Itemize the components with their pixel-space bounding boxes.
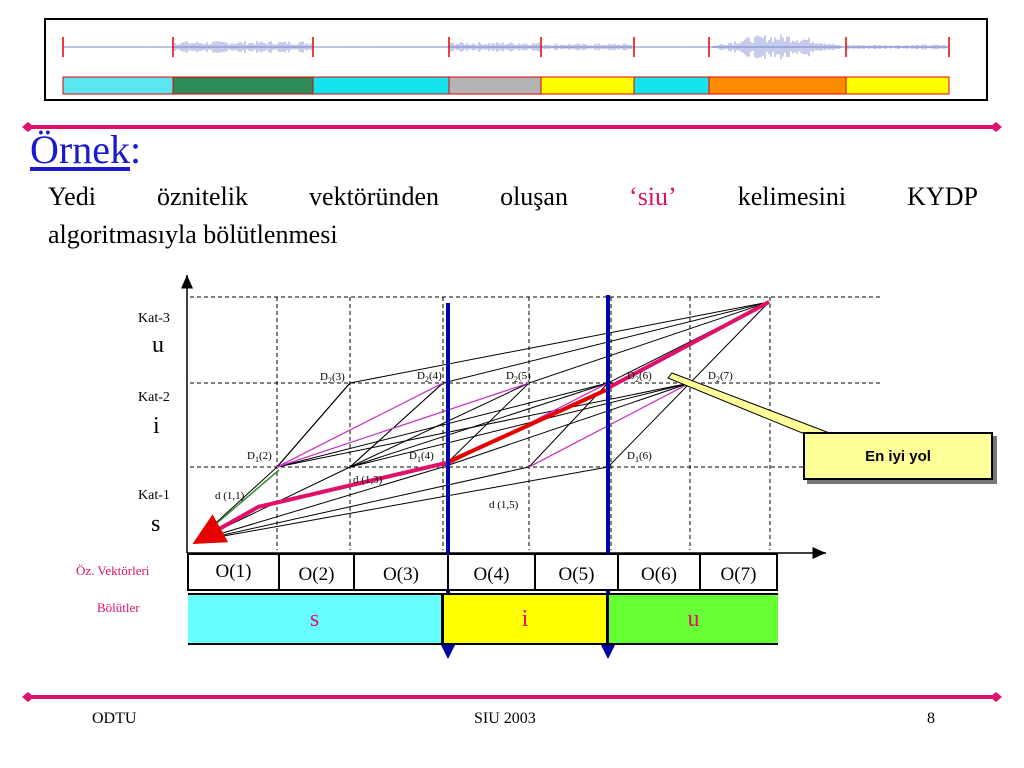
node-label-d2-4: D2(4) [417,370,442,384]
footer-diamond-right [990,692,1002,702]
dist-label-d13: d (1,3) [353,474,383,486]
node-label-d2-7: D2(7) [708,370,733,384]
waveform-signal [62,34,950,60]
dist-label-d15: d (1,5) [489,499,519,511]
dist-label-d11: d (1,1) [215,490,245,502]
path-edge [349,382,691,468]
body-line-1: Yedi öznitelik vektöründen oluşan ‘siu’ … [48,178,978,216]
node-label-d2-6: D2(6) [627,370,652,384]
body-word: vektöründen [309,182,440,211]
best-path-segment [257,461,447,509]
best-path-segment [607,300,770,390]
node-label-d1-6: D1(6) [627,450,652,464]
level-letter-i: i [153,413,160,439]
level-label-kat2: Kat-2 [138,390,170,405]
segment-letter: u [687,605,700,632]
path-edge [442,382,691,468]
path-edge [607,382,691,468]
node-label-d2-5: D2(5) [506,370,531,384]
level-letter-u: u [152,332,164,358]
path-edge [276,382,444,468]
path-edge [276,382,530,468]
footer-diamond-left [22,692,34,702]
path-edge [349,382,444,468]
node-label-d2-3: D2(3) [320,371,345,385]
node-label-d1-4: D1(4) [409,450,434,464]
path-edge [349,382,609,468]
segment-cell-u: u [609,595,778,643]
level-label-kat3: Kat-3 [138,311,170,326]
body-word-highlight: ‘siu’ [629,182,677,211]
path-edge [349,382,530,468]
body-word: öznitelik [157,182,248,211]
path-edge [195,466,530,542]
vector-cell: O(3) [355,555,449,589]
diagram-axes [181,275,826,559]
level-letter-s: s [151,511,160,537]
path-edge [689,301,770,384]
vector-cell: O(4) [449,555,536,589]
body-word: oluşan [500,182,568,211]
path-edge [195,466,609,542]
vector-cell: O(1) [189,555,280,589]
segment-letter: s [309,605,320,632]
segment-row: s i u [188,593,778,645]
vector-cell: O(7) [720,564,757,585]
best-path-segment [447,388,607,464]
feature-vector-row: O(1) O(2) O(3) O(4) O(5) O(6) O(7) [187,553,778,591]
candidate-path-edges [195,301,770,542]
vector-cell: O(2) [280,555,355,589]
slide-body-text: Yedi öznitelik vektöründen oluşan ‘siu’ … [48,178,978,254]
path-edge [195,466,444,542]
body-word: KYDP [907,182,978,211]
vector-cell: O(6) [619,555,701,589]
row-label-vectors: Öz. Vektörleri [76,563,150,578]
slide-title-word: Örnek [30,127,130,172]
path-edge [276,382,691,468]
best-path-callout: En iyi yol [803,432,993,480]
slide-title-colon: : [129,127,142,172]
footer-center: SIU 2003 [474,710,536,727]
waveform-panel [44,18,988,101]
segment-letter: i [521,605,529,632]
path-edge [528,301,770,384]
slide-title: Örnek: [30,128,141,172]
level-label-kat1: Kat-1 [138,488,170,503]
vector-cell: O(5) [536,555,619,589]
path-edge [276,382,609,468]
node-label-d1-2: D1(2) [247,450,272,464]
separator-diamond-left [22,122,34,132]
segment-color-strip [62,76,950,95]
body-word: Yedi [48,182,96,211]
path-edge [442,382,530,468]
segment-cell-s: s [188,595,444,643]
waveform-svg [62,34,950,95]
footer-left: ODTU [92,710,137,727]
best-path-start-arrow [192,504,261,544]
row-label-segments: Bölütler [97,600,140,615]
body-line-2: algoritmasıyla bölütlenmesi [48,220,338,249]
footer-page-number: 8 [927,710,935,727]
path-edge [276,382,351,468]
path-edge [349,301,770,384]
segment-cell-i: i [444,595,609,643]
segment-color-block [845,76,950,95]
body-word: kelimesini [737,182,847,211]
separator-diamond-right [990,122,1002,132]
